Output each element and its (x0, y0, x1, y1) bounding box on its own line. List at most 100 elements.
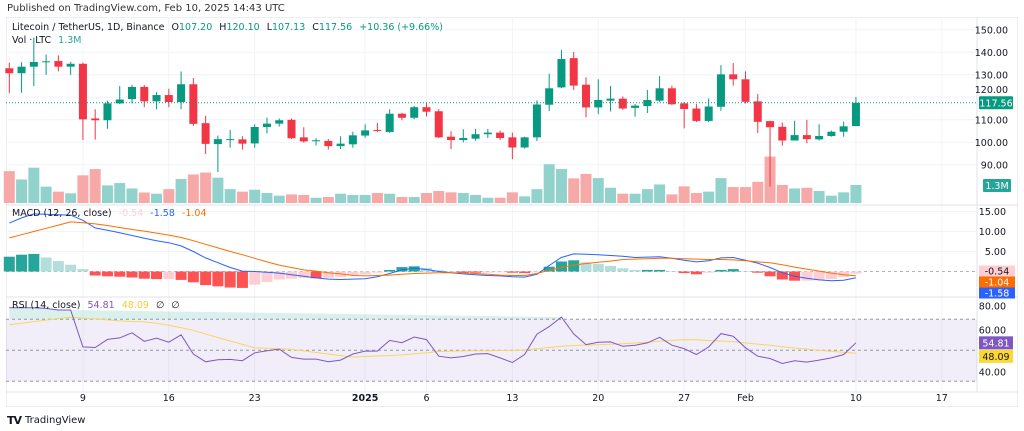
candle-body (177, 84, 186, 103)
macd-histogram-bar (101, 271, 113, 277)
volume-bar (641, 189, 653, 203)
macd-histogram-bar (347, 271, 359, 276)
time-axis-label: 23 (249, 393, 261, 404)
candle-body (569, 58, 578, 86)
candles (5, 37, 860, 187)
volume-bar (151, 193, 163, 203)
volume-bar (838, 192, 850, 203)
rsi-legend[interactable]: RSI (14, close) 54.81 48.09 ∅ ∅ (12, 300, 184, 311)
low-value: 107.13 (272, 22, 306, 33)
macd-histogram-bar (555, 261, 567, 272)
volume-bar (592, 178, 604, 203)
macd-histogram-bar (678, 271, 690, 274)
volume-bar (506, 192, 518, 203)
axes: 9 16 23 2025 6 13 20 27 Feb 10 17 150.00 140.00 130.0… (6, 25, 1015, 404)
macd-axis-label: 15.00 (979, 207, 1006, 218)
time-axis-label: 9 (80, 393, 86, 404)
macd-axis-label: 5.00 (985, 247, 1006, 258)
macd-histogram-bar (298, 271, 310, 278)
macd-histogram-bar (249, 271, 261, 285)
candle-body (201, 123, 210, 144)
macd-histogram-bar (494, 271, 506, 273)
volume-bar (65, 193, 77, 203)
macd-histogram-bar (506, 271, 518, 273)
candle-body (140, 86, 149, 102)
candle-body (483, 132, 492, 135)
volume-badge-text: 1.3M (985, 181, 1008, 192)
time-axis-label: 13 (506, 393, 518, 404)
volume-bar (740, 187, 751, 203)
volume-bar (801, 187, 813, 203)
macd-histogram-bar (261, 271, 273, 282)
macd-histogram-bar (359, 271, 371, 275)
volume-legend[interactable]: Vol · LTC 1.3M (12, 35, 85, 46)
candle-body (680, 103, 689, 109)
macd-histogram-bar (703, 271, 715, 273)
macd-histogram-bar (151, 271, 163, 280)
candle-body (581, 84, 590, 108)
time-axis-label: 2025 (352, 393, 378, 404)
symbol-legend[interactable]: Litecoin / TetherUS, 1D, Binance O107.20… (12, 22, 447, 33)
candle-body (434, 111, 443, 138)
candle-body (851, 102, 860, 127)
macd-histogram-bar (850, 271, 862, 274)
macd-histogram-bar (605, 265, 617, 272)
candle-body (5, 68, 14, 74)
volume-bar (690, 193, 702, 203)
price-axis-label: 100.00 (975, 138, 1008, 149)
macd-histogram-bar (666, 271, 678, 272)
volume-bar (470, 194, 482, 203)
candle-body (348, 135, 357, 145)
volume-bar (298, 194, 310, 203)
macd-histogram-bar (89, 271, 101, 276)
candle-body (508, 137, 517, 148)
macd-legend[interactable]: MACD (12, 26, close) -0.54 -1.58 -1.04 (12, 208, 211, 219)
candle-body (361, 130, 370, 136)
time-axis-label: 10 (850, 393, 862, 404)
volume-bar (3, 171, 15, 203)
candle-body (262, 123, 271, 127)
price-axis-label: 90.00 (981, 160, 1008, 171)
candle-body (385, 113, 394, 132)
volume-bar (519, 196, 531, 203)
low-label: L (266, 22, 273, 33)
rsi-axis-label: 80.00 (979, 301, 1006, 312)
candle-body (827, 131, 836, 136)
candle-body (631, 105, 640, 108)
candle-body (189, 84, 198, 124)
macd-histogram-bar (52, 261, 64, 272)
macd-histogram-bar (543, 266, 555, 272)
price-axis-label: 110.00 (975, 115, 1008, 126)
candle-body (54, 61, 63, 67)
volume-bar (408, 197, 420, 203)
time-axis-label: Feb (737, 393, 754, 404)
candle-body (766, 121, 775, 128)
rsi-label: RSI (14, close) (12, 300, 81, 311)
price-axis-label: 120.00 (975, 85, 1008, 96)
volume-bar (163, 189, 175, 203)
macd-histogram-bar (396, 267, 408, 272)
close-label: C (312, 22, 319, 33)
candle-body (520, 137, 529, 148)
macd-signal-value: -1.04 (181, 208, 207, 219)
volume-bar (580, 173, 592, 203)
volume-bar (16, 179, 28, 203)
tradingview-logo[interactable]: 𝗧𝗩 TradingView (7, 414, 85, 427)
macd-histogram-bar (371, 271, 383, 273)
macd-histogram-bar (519, 271, 531, 274)
volume-badge (983, 179, 1011, 192)
candle-body (324, 140, 333, 147)
volume-bar (249, 189, 261, 203)
rsi-badge-text: 54.81 (982, 338, 1009, 349)
macd-histogram-bar (654, 269, 666, 272)
volume-bar (482, 197, 494, 203)
macd-histogram-bar (592, 263, 604, 272)
rsi-ma-value: 48.09 (121, 300, 149, 311)
macd-histogram-bar (801, 271, 813, 281)
macd-histogram-bar (531, 271, 543, 273)
volume-bar (776, 184, 788, 203)
candle-body (753, 101, 762, 122)
volume-bar (335, 193, 347, 203)
macd-histogram-bar (740, 271, 751, 272)
